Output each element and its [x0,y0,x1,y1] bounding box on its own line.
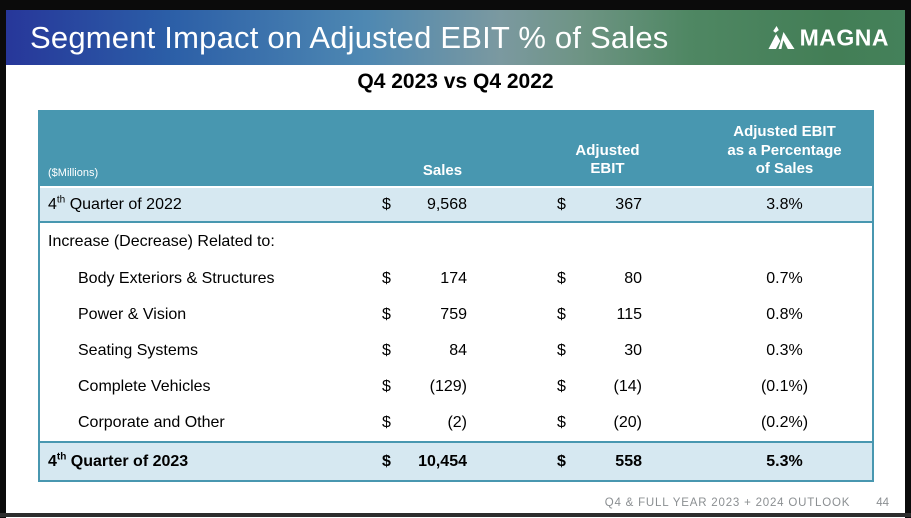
percent-value: 0.3% [766,342,803,359]
column-header-ebit-percent-of-sales: Adjusted EBIT as a Percentage of Sales [642,123,872,179]
sales-value: (129) [429,378,467,395]
sales-value: 174 [440,270,467,287]
title-banner: Segment Impact on Adjusted EBIT % of Sal… [6,10,905,65]
frame-edge-left [0,0,6,518]
units-label: ($Millions) [48,167,99,179]
ebit-value: 558 [615,452,642,470]
sales-value: 10,454 [418,452,467,470]
ebit-value: 367 [615,195,642,213]
adjusted-ebit-line1: Adjusted [575,141,640,159]
adjusted-ebit-line2: EBIT [590,160,625,178]
percent-value: 5.3% [766,452,803,470]
bottom-bar [0,513,911,517]
percent-value: 0.8% [766,306,803,323]
ebit-dollar-sign: $ [557,306,566,323]
ebit-pct-line2: as a Percentage [727,141,842,159]
footer-label: Q4 & FULL YEAR 2023 + 2024 OUTLOOK [604,497,851,509]
slide-subtitle: Q4 2023 vs Q4 2022 [357,70,554,93]
ebit-value: 80 [624,270,642,287]
column-header-sales: Sales [422,162,463,179]
sales-dollar-sign: $ [382,195,391,213]
ebit-dollar-sign: $ [557,378,566,395]
ebit-value: 115 [616,306,642,323]
slide-footer: Q4 & FULL YEAR 2023 + 2024 OUTLOOK 44 [605,497,889,509]
table-row: 4th Quarter of 2023 $ 10,454 $ 558 5.3% [40,441,872,480]
ebit-value: 30 [624,342,642,359]
sales-value: 759 [440,306,467,323]
row-label: Increase (Decrease) Related to: [48,233,275,250]
sales-value: (2) [447,414,467,431]
table-header-row: ($Millions) Sales Adjusted EBIT Adjusted… [40,112,872,186]
magna-logo-text: MAGNA [799,24,889,50]
magna-mountain-icon [768,26,795,49]
row-label: Body Exteriors & Structures [78,270,275,287]
table-row: Increase (Decrease) Related to: [40,223,872,261]
sales-dollar-sign: $ [382,378,391,395]
table-row: Complete Vehicles $ (129) $ (14) (0.1%) [40,369,872,405]
frame-edge-right [905,0,911,518]
row-label: 4th Quarter of 2023 [48,451,189,470]
column-header-adjusted-ebit: Adjusted EBIT [565,142,650,180]
row-label: 4th Quarter of 2022 [48,194,182,213]
row-label: Power & Vision [78,306,187,323]
row-label: Seating Systems [78,342,199,359]
frame-edge-top [0,0,911,10]
page-title: Segment Impact on Adjusted EBIT % of Sal… [30,19,669,55]
table-row: Power & Vision $ 759 $ 115 0.8% [40,297,872,333]
sales-value: 9,568 [426,195,467,213]
sales-dollar-sign: $ [382,306,391,323]
sales-dollar-sign: $ [382,452,391,470]
ebit-dollar-sign: $ [557,270,566,287]
footer-page-number: 44 [876,497,889,509]
ebit-value: (20) [613,414,642,431]
percent-value: (0.1%) [760,378,809,395]
sales-dollar-sign: $ [382,270,391,287]
sales-value: 84 [449,342,467,359]
ebit-pct-line3: of Sales [755,160,814,178]
magna-logo: MAGNA [768,24,889,51]
table-row: Seating Systems $ 84 $ 30 0.3% [40,333,872,369]
ebit-dollar-sign: $ [557,342,566,359]
percent-value: 0.7% [766,270,803,287]
table-row: Body Exteriors & Structures $ 174 $ 80 0… [40,261,872,297]
sales-dollar-sign: $ [382,342,391,359]
percent-value: 3.8% [766,195,803,213]
table-body: 4th Quarter of 2022 $ 9,568 $ 367 3.8% I… [40,188,872,480]
ebit-dollar-sign: $ [557,414,566,431]
sales-dollar-sign: $ [382,414,391,431]
table-row: Corporate and Other $ (2) $ (20) (0.2%) [40,405,872,441]
ebit-dollar-sign: $ [557,452,566,470]
row-label: Corporate and Other [78,414,225,431]
ebit-value: (14) [613,378,642,395]
segment-impact-table: ($Millions) Sales Adjusted EBIT Adjusted… [38,110,874,482]
percent-value: (0.2%) [760,414,809,431]
ebit-dollar-sign: $ [557,195,566,213]
row-label: Complete Vehicles [78,378,211,395]
table-row: 4th Quarter of 2022 $ 9,568 $ 367 3.8% [40,188,872,223]
ebit-pct-line1: Adjusted EBIT [733,122,836,140]
